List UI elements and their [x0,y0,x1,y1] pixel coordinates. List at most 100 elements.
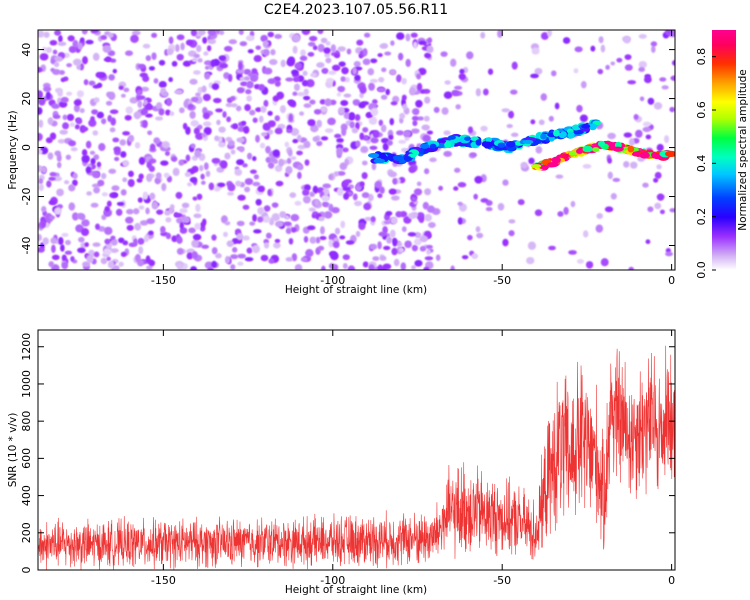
heatmap-cell [389,69,397,75]
heatmap-cell [303,236,309,243]
signal-cell [447,135,456,140]
heatmap-cell [370,107,379,117]
heatmap-cell [82,126,89,132]
heatmap-cell [41,166,47,173]
heatmap-cell [218,55,226,61]
heatmap-cell [111,185,120,191]
heatmap-cell [191,57,198,63]
signal-cell [589,123,597,131]
heatmap-cell [105,100,113,106]
heatmap-cell [370,216,376,223]
heatmap-cell [203,162,209,171]
heatmap-cell [238,30,244,35]
heatmap-cell [497,202,505,211]
heatmap-cell [455,104,461,110]
heatmap-cell [226,116,232,123]
signal-cell [547,162,559,168]
heatmap-cell [79,108,85,114]
heatmap-cell [413,188,423,196]
heatmap-cell [90,30,99,33]
heatmap-cell [279,211,287,218]
heatmap-cell [290,156,297,161]
heatmap-cell [45,91,51,100]
heatmap-cell [80,228,90,236]
heatmap-cell [291,69,299,76]
heatmap-cell [290,227,297,233]
heatmap-cell [137,63,146,69]
signal-cell [497,142,506,148]
heatmap-cell [200,173,205,180]
heatmap-cell [131,30,141,36]
heatmap-cell [411,244,418,252]
heatmap-cell [325,41,331,46]
snr-y-tick-label: 1000 [20,370,33,398]
heatmap-cell [388,171,397,178]
heatmap-cell [174,89,183,95]
heatmap-cell [443,150,452,157]
heatmap-cell [377,53,383,58]
heatmap-cell [404,240,412,249]
heatmap-cell [136,95,146,100]
heatmap-cell [208,182,215,191]
heatmap-cell [249,169,257,174]
colorbar-gradient [712,30,736,270]
heatmap-cell [339,235,346,240]
heatmap-cell [230,96,236,101]
heatmap-cell [391,247,398,256]
heatmap-cell [203,51,209,56]
heatmap-cell [362,48,368,57]
heatmap-cell [638,33,647,39]
heatmap-cell [148,66,156,71]
spectrogram-y-tick-label: -20 [20,188,33,206]
heatmap-cell [265,232,272,239]
heatmap-cell [188,227,196,234]
heatmap-cell [220,215,228,224]
heatmap-cell [72,58,82,66]
heatmap-cell [395,130,404,136]
heatmap-cell [411,115,419,121]
heatmap-cell [50,67,56,72]
heatmap-cell [103,209,112,217]
heatmap-cell [244,104,251,112]
heatmap-cell [370,58,378,64]
heatmap-cell [538,119,545,126]
heatmap-cell [247,49,254,54]
heatmap-cell [316,62,325,68]
heatmap-cell [501,108,510,113]
heatmap-cell [292,34,301,43]
heatmap-cell [321,67,329,74]
heatmap-cell [517,199,525,206]
heatmap-cell [126,224,134,231]
heatmap-cell [321,194,330,202]
heatmap-cell [255,45,262,50]
heatmap-cell [226,240,234,247]
heatmap-cell [260,105,267,113]
heatmap-cell [642,121,652,127]
heatmap-cell [52,114,61,119]
heatmap-cell [38,90,43,98]
heatmap-cell [359,85,367,94]
heatmap-cell [453,186,459,191]
heatmap-cell [97,179,105,187]
heatmap-cell [200,221,206,228]
heatmap-cell [534,209,543,217]
heatmap-cell [58,35,63,43]
heatmap-cell [124,114,132,121]
heatmap-cell [38,107,43,115]
heatmap-cell [168,36,174,45]
heatmap-cell [194,222,201,230]
heatmap-cell [370,137,379,144]
heatmap-cell [53,176,63,182]
heatmap-cell [73,99,82,106]
heatmap-cell [653,102,663,110]
heatmap-cell [72,212,79,221]
heatmap-cell [530,73,539,79]
heatmap-cell [410,32,418,38]
signal-cell [597,140,606,147]
heatmap-cell [123,87,130,93]
heatmap-cell [461,255,469,260]
colorbar-tick-label: 0.6 [695,101,708,119]
heatmap-cell [642,126,652,133]
heatmap-cell [383,220,391,225]
heatmap-cell [280,59,286,68]
